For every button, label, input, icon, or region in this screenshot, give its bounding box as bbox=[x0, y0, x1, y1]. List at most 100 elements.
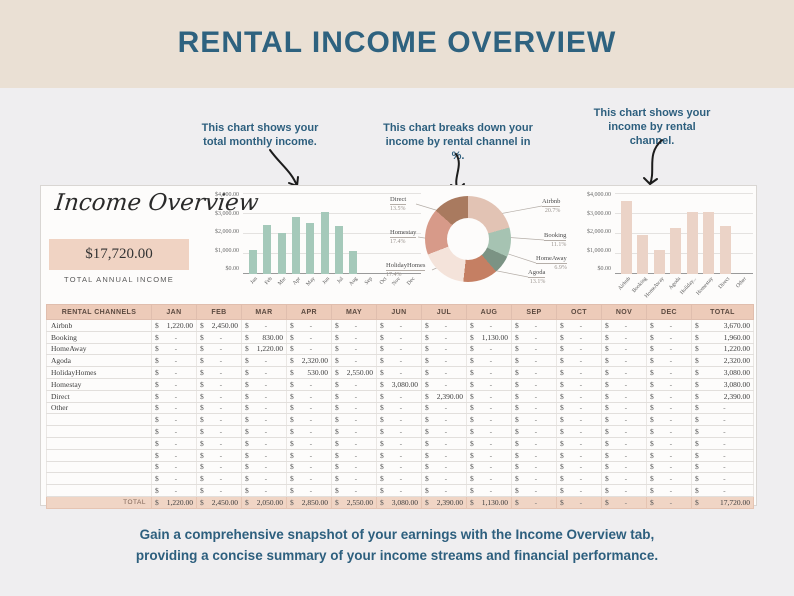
money-cell: $ - bbox=[466, 460, 512, 474]
money-cell: $ - bbox=[331, 413, 377, 427]
table-row: Other $ - $ - $ - $ - $ - $ - $ - $ - $ - $ - $ - $ - $ - bbox=[46, 401, 754, 415]
money-cell: $ - bbox=[691, 472, 754, 486]
money-cell: $ - bbox=[691, 448, 754, 462]
column-header: FEB bbox=[196, 304, 242, 320]
money-cell: $ - bbox=[376, 425, 422, 438]
total-annual-income-box: $17,720.00 bbox=[49, 239, 189, 270]
money-cell: $830.00 bbox=[241, 330, 287, 344]
channel-label-cell: TOTAL bbox=[46, 495, 152, 509]
money-cell: $ - bbox=[196, 460, 242, 474]
money-cell: $ - bbox=[601, 413, 647, 427]
donut-label-holidayhomes: HolidayHomes 17.4% bbox=[386, 262, 426, 279]
table-row: Booking $ - $ - $830.00 $ - $ - $ - $ - $1,130.00 $ - $ - $… bbox=[46, 330, 754, 344]
money-cell: $ - bbox=[646, 484, 692, 497]
money-cell: $ - bbox=[646, 319, 692, 332]
channel-label-cell: Other bbox=[46, 401, 152, 415]
channel-label-cell: HolidayHomes bbox=[46, 366, 152, 379]
money-cell: $ - bbox=[286, 389, 332, 403]
money-cell: $1,960.00 bbox=[691, 330, 754, 344]
money-cell: $ - bbox=[376, 366, 422, 379]
x-tick-label: Jun bbox=[321, 276, 331, 286]
column-header: OCT bbox=[556, 304, 602, 320]
gridline bbox=[243, 193, 421, 194]
money-cell: $2,320.00 bbox=[286, 354, 332, 368]
monthly-income-bar-chart: $4,000.00 $3,000.00 $2,000.00 $1,000.00 $0.0… bbox=[201, 192, 421, 298]
money-cell: $ - bbox=[376, 342, 422, 356]
money-cell: $ - bbox=[601, 436, 647, 450]
money-cell: $ - bbox=[376, 436, 422, 450]
money-cell: $ - bbox=[241, 354, 287, 368]
money-cell: $ - bbox=[466, 354, 512, 368]
money-cell: $ - bbox=[511, 413, 557, 427]
bar bbox=[335, 226, 344, 274]
money-cell: $ - bbox=[466, 342, 512, 356]
money-cell: $ - bbox=[331, 436, 377, 450]
money-cell: $ - bbox=[286, 377, 332, 391]
channel-label-cell bbox=[46, 460, 152, 474]
bar bbox=[703, 212, 715, 274]
money-cell: $ - bbox=[331, 401, 377, 415]
bar bbox=[277, 233, 286, 274]
money-cell: $1,130.00 bbox=[466, 330, 512, 344]
money-cell: $ - bbox=[241, 472, 287, 486]
x-tick-label: Apr bbox=[291, 276, 303, 287]
money-cell: $ - bbox=[556, 377, 602, 391]
money-cell: $ - bbox=[646, 413, 692, 427]
donut-label-booking: Booking 11.1% bbox=[544, 232, 567, 249]
gridline bbox=[615, 233, 753, 234]
money-cell: $3,080.00 bbox=[376, 377, 422, 391]
money-cell: $ - bbox=[241, 389, 287, 403]
money-cell: $ - bbox=[601, 366, 647, 379]
money-cell: $ - bbox=[376, 484, 422, 497]
money-cell: $ - bbox=[511, 425, 557, 438]
money-cell: $17,720.00 bbox=[691, 495, 754, 509]
money-cell: $1,130.00 bbox=[466, 495, 512, 509]
gridline bbox=[243, 273, 421, 274]
money-cell: $ - bbox=[556, 319, 602, 332]
bar bbox=[249, 249, 258, 274]
channel-label-cell: HomeAway bbox=[46, 342, 152, 356]
y-tick-label: $1,000.00 bbox=[215, 247, 239, 254]
money-cell: $ - bbox=[241, 319, 287, 332]
table-row: Airbnb $1,220.00 $2,450.00 $ - $ - $ - $ - $ - $ - $ - $ -… bbox=[46, 319, 754, 332]
gridline bbox=[243, 253, 421, 254]
money-cell: $ - bbox=[331, 377, 377, 391]
money-cell: $ - bbox=[511, 319, 557, 332]
y-tick-label: $4,000.00 bbox=[215, 192, 239, 198]
money-cell: $ - bbox=[286, 401, 332, 415]
caption: Gain a comprehensive snapshot of your ea… bbox=[47, 524, 747, 566]
table-row: $ - $ - $ - $ - $ - $ - $ - $ - $ - $ - $ - $ - $ - bbox=[46, 472, 754, 486]
money-cell: $ - bbox=[511, 330, 557, 344]
money-cell: $ - bbox=[421, 342, 467, 356]
money-cell: $ - bbox=[376, 330, 422, 344]
money-cell: $ - bbox=[196, 389, 242, 403]
money-cell: $ - bbox=[466, 484, 512, 497]
income-table: RENTAL CHANNELS JAN FEB MAR APR MAY JUN JUL AUG S… bbox=[46, 304, 754, 509]
table-header-row: RENTAL CHANNELS JAN FEB MAR APR MAY JUN JUL AUG S… bbox=[46, 304, 754, 320]
money-cell: $ - bbox=[601, 484, 647, 497]
x-tick-label: Feb bbox=[263, 276, 274, 287]
table-row: $ - $ - $ - $ - $ - $ - $ - $ - $ - $ - $ - $ - $ - bbox=[46, 413, 754, 427]
x-tick-label: Agoda bbox=[667, 276, 682, 291]
spreadsheet-card: Income Overview $17,720.00 TOTAL ANNUAL … bbox=[40, 185, 757, 509]
table-row: $ - $ - $ - $ - $ - $ - $ - $ - $ - $ - $ - $ - $ - bbox=[46, 448, 754, 462]
channel-label-cell bbox=[46, 472, 152, 486]
channel-label-cell bbox=[46, 425, 152, 438]
money-cell: $ - bbox=[241, 401, 287, 415]
money-cell: $2,320.00 bbox=[691, 354, 754, 368]
money-cell: $ - bbox=[511, 460, 557, 474]
money-cell: $ - bbox=[556, 436, 602, 450]
money-cell: $1,220.00 bbox=[241, 342, 287, 356]
money-cell: $ - bbox=[151, 460, 197, 474]
column-header: MAY bbox=[331, 304, 377, 320]
money-cell: $ - bbox=[331, 448, 377, 462]
money-cell: $ - bbox=[196, 425, 242, 438]
channel-label-cell: Homestay bbox=[46, 377, 152, 391]
money-cell: $ - bbox=[556, 484, 602, 497]
x-tick-label: Other bbox=[735, 276, 748, 290]
money-cell: $ - bbox=[421, 366, 467, 379]
table-row: HomeAway $ - $ - $1,220.00 $ - $ - $ - $ - $ - $ - $ - $ - $ - $… bbox=[46, 342, 754, 356]
money-cell: $2,050.00 bbox=[241, 495, 287, 509]
money-cell: $ - bbox=[286, 330, 332, 344]
annotation-channel-percent: This chart breaks down your income by re… bbox=[383, 122, 533, 162]
